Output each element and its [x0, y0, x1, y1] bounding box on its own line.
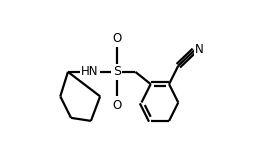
Text: HN: HN: [81, 65, 99, 78]
Text: N: N: [195, 43, 204, 56]
Text: O: O: [112, 32, 122, 45]
Text: O: O: [112, 99, 122, 112]
Text: S: S: [113, 65, 121, 78]
